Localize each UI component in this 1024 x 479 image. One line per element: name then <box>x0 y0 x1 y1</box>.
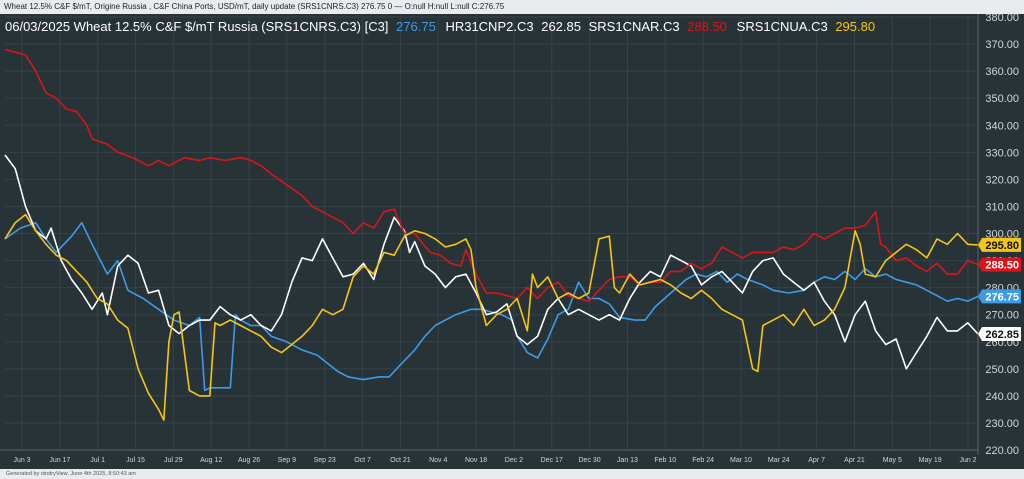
badge-bg <box>978 289 1021 304</box>
y-tick-label: 380.00 <box>985 14 1019 24</box>
badge-value: 276.75 <box>985 291 1019 303</box>
y-tick-label: 310.00 <box>985 201 1019 213</box>
last-value-badge-hr31cnp2-c3: 262.85 <box>978 327 1021 342</box>
series-line-srs1cnrs-c3 <box>4 221 979 392</box>
title-s4-name: SRS1CNUA.C3 <box>737 19 828 34</box>
badge-bg <box>978 327 1021 342</box>
y-tick-label: 370.00 <box>985 39 1019 51</box>
y-tick-label: 350.00 <box>985 93 1019 105</box>
y-tick-label: 340.00 <box>985 120 1019 132</box>
badge-bg <box>978 237 1021 252</box>
x-tick-label: Feb 10 <box>654 457 676 464</box>
generated-by-footer: Generated by oindryView, June 4th 2025, … <box>0 469 1024 479</box>
badge-value: 288.50 <box>985 260 1019 272</box>
x-tick-label: Jun 3 <box>13 457 30 464</box>
x-axis: Jun 3 Jun 17 Jul 1 Jul 15 Jul 29 Aug 12 Aug 26… <box>0 449 978 464</box>
x-tick-label: Aug 12 <box>200 457 222 464</box>
x-tick-label: Dec 30 <box>579 457 601 464</box>
x-tick-label: Nov 4 <box>429 457 447 464</box>
x-tick-label: Oct 7 <box>354 457 371 464</box>
x-tick-label: Jul 1 <box>90 457 105 464</box>
badge-value: 262.85 <box>985 329 1019 341</box>
x-tick-label: Jan 13 <box>617 457 638 464</box>
x-tick-label: May 19 <box>919 457 942 464</box>
x-tick-label: Jul 29 <box>164 457 183 464</box>
badge-value: 295.80 <box>985 240 1019 252</box>
x-tick-label: May 5 <box>883 457 902 464</box>
x-tick-label: Jun 2 <box>959 457 976 464</box>
y-tick-label: 360.00 <box>985 66 1019 78</box>
x-tick-label: Oct 21 <box>390 457 411 464</box>
title-s3-name: SRS1CNAR.C3 <box>589 19 680 34</box>
title-s4-value: 295.80 <box>835 19 875 34</box>
y-tick-label: 320.00 <box>985 174 1019 186</box>
x-tick-label: Mar 24 <box>768 457 790 464</box>
x-tick-label: Nov 18 <box>465 457 487 464</box>
last-value-badge-srs1cnua-c3: 295.80 <box>978 237 1021 252</box>
title-s2-name: HR31CNP2.C3 <box>445 19 533 34</box>
title-main: 06/03/2025 Wheat 12.5% C&F $/mT Russia (… <box>5 19 388 34</box>
x-tick-label: Apr 21 <box>844 457 865 464</box>
y-tick-label: 240.00 <box>985 391 1019 403</box>
grid-lines <box>5 16 978 451</box>
y-tick-label: 220.00 <box>985 445 1019 457</box>
last-value-badge-srs1cnrs-c3: 276.75 <box>978 289 1021 304</box>
badge-bg <box>978 257 1021 272</box>
price-chart[interactable]: 220.00230.00240.00250.00260.00270.00280.… <box>0 14 1024 469</box>
x-tick-label: Mar 10 <box>730 457 752 464</box>
chart-title: 06/03/2025 Wheat 12.5% C&F $/mT Russia (… <box>5 19 875 34</box>
title-s2-value: 262.85 <box>541 19 581 34</box>
x-tick-label: Dec 17 <box>541 457 563 464</box>
y-tick-label: 250.00 <box>985 364 1019 376</box>
x-tick-label: Jun 17 <box>49 457 70 464</box>
x-tick-label: Sep 23 <box>314 457 336 464</box>
x-tick-label: Jul 15 <box>126 457 145 464</box>
x-tick-label: Aug 26 <box>238 457 260 464</box>
last-value-badge-srs1cnar-c3: 288.50 <box>978 257 1021 272</box>
chart-info-bar: Wheat 12.5% C&F $/mT, Origine Russia , C… <box>0 0 1024 14</box>
y-tick-label: 230.00 <box>985 418 1019 430</box>
x-tick-label: Feb 24 <box>692 457 714 464</box>
title-s1-value: 276.75 <box>396 19 436 34</box>
series-line-srs1cnua-c3 <box>4 213 979 421</box>
y-tick-label: 270.00 <box>985 310 1019 322</box>
y-tick-label: 300.00 <box>985 229 1019 241</box>
x-tick-label: Sep 9 <box>278 457 296 464</box>
title-s3-value: 288.50 <box>687 19 727 34</box>
last-value-badges: 276.75 262.85 288.50 295.80 <box>978 237 1021 342</box>
x-tick-label: Apr 7 <box>808 457 825 464</box>
series-lines <box>4 48 979 421</box>
x-tick-label: Dec 2 <box>505 457 523 464</box>
y-tick-label: 330.00 <box>985 147 1019 159</box>
